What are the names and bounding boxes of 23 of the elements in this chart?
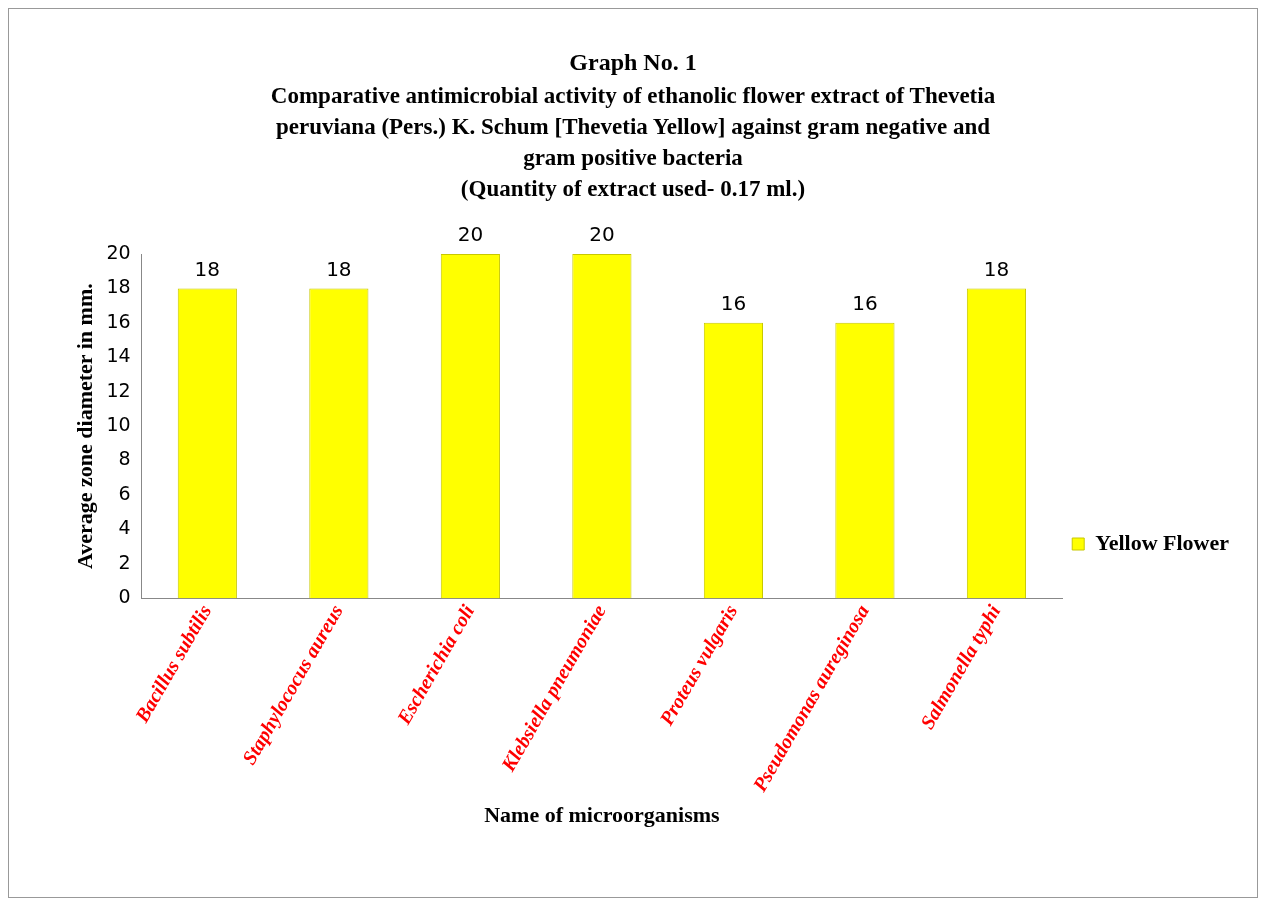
y-tick-label: 16 xyxy=(106,309,131,332)
y-axis-title: Average zone diameter in mm. xyxy=(71,283,97,570)
y-tick-label: 2 xyxy=(118,550,131,573)
data-label: 18 xyxy=(983,256,1010,281)
x-axis-title: Name of microorganisms xyxy=(484,802,721,828)
data-label: 20 xyxy=(457,222,484,247)
y-tick-label: 14 xyxy=(106,344,131,367)
data-label: 18 xyxy=(326,256,352,281)
data-label: 16 xyxy=(852,291,878,316)
chart-title: Graph No. 1 xyxy=(568,49,698,76)
y-tick-label: 12 xyxy=(106,378,131,401)
y-tick-label: 4 xyxy=(118,516,131,539)
y-tick-label: 18 xyxy=(106,275,131,298)
y-tick-label: 6 xyxy=(118,482,131,505)
y-tick-label: 0 xyxy=(118,585,131,608)
chart-subtitle: Comparative antimicrobial activity of ethanolic flower extract of Thevetia peruviana (Pers.) K. Schum [Thevetia Yellow] against gram negative and gram positive bacteria (Quantity of extract used- 0.17 ml.) xyxy=(269,82,997,204)
data-label: 16 xyxy=(720,291,747,316)
data-label: 18 xyxy=(194,256,221,281)
y-tick-label: 8 xyxy=(118,447,131,470)
y-tick-label: 10 xyxy=(106,413,131,436)
legend-label: Yellow Flower xyxy=(1095,529,1230,555)
y-tick-label: 20 xyxy=(106,241,131,264)
data-label: 20 xyxy=(589,222,615,247)
